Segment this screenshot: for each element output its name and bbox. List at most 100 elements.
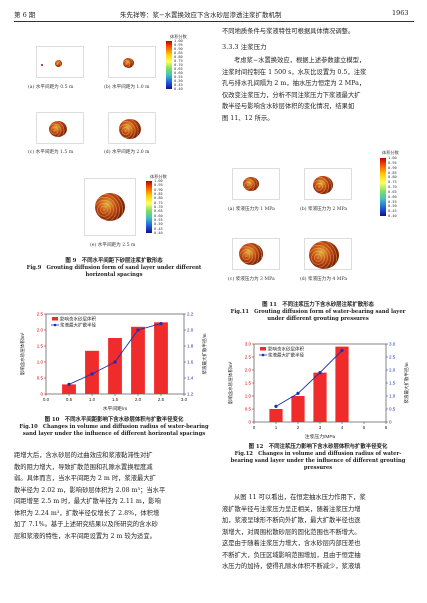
colorbar-tick: 0.65	[154, 209, 163, 214]
y-right-tick-label: 2.0	[389, 368, 396, 373]
colorbar-tick: 0.85	[154, 192, 163, 196]
right-line: 渐增大，对周围松散砂层的固化范围也不断增大。	[222, 528, 361, 536]
fig11-sub-a: (a) 浆液压力为 1 MPa	[228, 207, 275, 212]
bar	[62, 384, 76, 394]
colorbar-tick: 0.85	[388, 170, 397, 175]
bar	[131, 326, 145, 394]
y-right-tick-label: 1.6	[187, 360, 194, 365]
x-tick-label: 2.5	[158, 397, 165, 402]
colorbar-tick: 0.90	[154, 187, 163, 192]
colorbar-tick: 0.55	[388, 199, 397, 204]
fig9-panel-b	[108, 46, 156, 78]
left-line: 散的阻力增大，导致扩散范围和孔隙水置换程度减	[14, 463, 153, 471]
bar	[85, 350, 99, 394]
left-line: 散半径为 2.02 m，影响砂层体积为 2.08 m³；当水平	[14, 486, 166, 494]
colorbar-tick: 0.95	[174, 43, 183, 47]
y-left-tick-label: 1.0	[245, 394, 252, 399]
y-right-tick-label: 0	[389, 420, 392, 425]
right-line: 注浆时间控制在 1 500 s，水灰比设置为 0.5，注浆	[222, 68, 367, 76]
fig9-sub-b: (b) 水平间距为 1.0 m	[104, 85, 150, 90]
bar	[108, 338, 122, 394]
colorbar-tick: 0.40	[174, 87, 183, 91]
y-left-tick-label: 0	[248, 420, 251, 425]
y-left-tick-label: 1.0	[37, 360, 44, 365]
y-left-tick-label: 2.0	[245, 368, 252, 373]
y-right-label: 浆液最大扩散半径/m	[201, 333, 208, 374]
fig11-caption-cn: 图 11 不同注浆压力下含水砂层注浆扩散形态	[262, 302, 374, 308]
figure-11: 体积分数 (a) 浆液压力为 1 MPa (b) 浆液压力为 2 MPa (c)…	[222, 126, 414, 326]
line-point	[159, 322, 163, 326]
fig9-colorbar	[166, 41, 172, 89]
y-right-tick-label: 2.0	[187, 328, 194, 333]
x-tick-label: 6	[385, 425, 388, 430]
y-left-tick-label: 2.5	[37, 312, 44, 317]
right-line: 这是由于随着注浆压力增大，含水砂层内部压差也	[222, 540, 361, 547]
fig11-panel-c	[232, 238, 280, 270]
figure-9: (a) 水平间距为 0.5 m (b) 水平间距为 1.0 m 体积分数 (c)…	[14, 28, 214, 290]
fig9-caption-cn: 图 9 不同水平间距下砂层注浆扩散形态	[65, 258, 163, 264]
fig11-colorbar	[380, 158, 386, 216]
legend-label: 影响含水砂层体积	[268, 346, 304, 353]
y-right-tick-label: 3.0	[389, 342, 396, 347]
section-heading: 3.3.3 注浆压力	[222, 43, 267, 51]
y-left-label: 影响含水砂层体积/m³	[19, 332, 26, 375]
header-rule	[14, 21, 414, 22]
legend-swatch-point	[261, 353, 265, 357]
colorbar-tick: 0.70	[154, 205, 163, 209]
right-line: 加，浆液呈球形不断向外扩散，最大扩散半径也逐	[222, 517, 361, 524]
colorbar-tick: 0.95	[154, 183, 163, 188]
fig9-colorbar2-title: 体积分数	[150, 174, 167, 179]
y-right-tick-label: 1.8	[187, 344, 194, 349]
right-line: 从图 11 可以看出，在恒定抽水压力作用下，浆	[234, 494, 366, 501]
line-point	[136, 328, 140, 332]
colorbar-tick: 0.45	[154, 226, 163, 231]
line-point	[296, 391, 300, 395]
legend-swatch-bar	[52, 317, 58, 321]
colorbar-tick: 1.00	[388, 156, 397, 160]
x-tick-label: 3	[319, 425, 322, 430]
fig9-colorbar-title: 体积分数	[170, 34, 187, 39]
fig11-sub-c: (c) 浆液压力为 3 MPa	[228, 277, 275, 282]
y-left-tick-label: 1.5	[37, 344, 44, 349]
colorbar-tick: 0.50	[154, 222, 163, 227]
legend-label: 浆液最大扩散半径	[60, 322, 96, 329]
fig9-panel-c	[36, 112, 84, 144]
fig12-caption-en: Fig.12 Changes in volume and diffusion r…	[230, 451, 406, 471]
colorbar-tick: 0.75	[154, 200, 163, 205]
fig9-caption-en: Fig.9 Grouting diffusion form of sand la…	[26, 265, 202, 278]
right-line: 不断扩大，负压区域影响范围增加，且由于恒定抽	[222, 551, 361, 559]
colorbar-tick: 0.60	[154, 213, 163, 218]
colorbar-tick: 0.40	[154, 231, 163, 235]
colorbar-tick: 1.00	[174, 39, 183, 43]
right-line: 液扩散半径与注浆压力呈正相关，随着注浆压力增	[222, 505, 361, 513]
colorbar-tick: 0.95	[388, 160, 397, 165]
colorbar-tick: 0.90	[174, 47, 183, 51]
bar	[269, 409, 283, 422]
y-left-tick-label: 0.5	[245, 407, 252, 412]
right-line: 考虑浆−水置换效应，根据上述参数建立模型，	[234, 57, 366, 64]
legend-label: 影响含水砂层体积	[60, 316, 96, 323]
bar	[291, 396, 305, 422]
left-paragraph: 距增大后，含水砂层的过曲效应和浆液黏滞性对扩 散的阻力增大，导致扩散范围和孔隙水…	[14, 450, 212, 542]
x-axis-label: 注浆压力/MPa	[305, 433, 336, 440]
fig10-chart: 0.0 0.5 1.0 1.5 2.0 2.5 3.0 0 0.5 1.0 1.5 2.0 2.5 1.2…	[19, 312, 208, 413]
fig11-caption-en: Fig.11 Grouting diffusion form of water-…	[230, 309, 406, 322]
colorbar-tick: 0.50	[388, 204, 397, 209]
x-tick-label: 4	[341, 425, 344, 430]
x-tick-label: 0.0	[43, 397, 50, 402]
fig9-panel-e	[84, 178, 136, 236]
right-line: 水压力的加持，使得孔隙水体积不断减少，浆液填	[222, 563, 361, 570]
colorbar-tick: 0.45	[174, 83, 183, 87]
x-tick-label: 2.0	[135, 397, 142, 402]
fig11-sub-d: (d) 浆液压力为 4 MPa	[300, 277, 348, 282]
left-line: 加了 7.1%。基于上述研究结果以及所研究的含水砂	[14, 521, 158, 528]
right-bottom-paragraph: 从图 11 可以看出，在恒定抽水压力作用下，浆 液扩散半径与注浆压力呈正相关，随…	[222, 492, 414, 573]
right-mid-paragraph: 考虑浆−水置换效应，根据上述参数建立模型， 注浆时间控制在 1 500 s，水灰…	[222, 55, 414, 124]
y-left-tick-label: 0.5	[37, 376, 44, 381]
y-right-tick-label: 0.5	[389, 407, 396, 412]
x-tick-label: 0.5	[66, 397, 73, 402]
right-line: 图 11、12 所示。	[222, 114, 274, 122]
legend-label: 浆液最大扩散半径	[268, 352, 304, 359]
legend-swatch-bar	[260, 347, 266, 351]
colorbar-tick: 0.80	[154, 196, 163, 201]
